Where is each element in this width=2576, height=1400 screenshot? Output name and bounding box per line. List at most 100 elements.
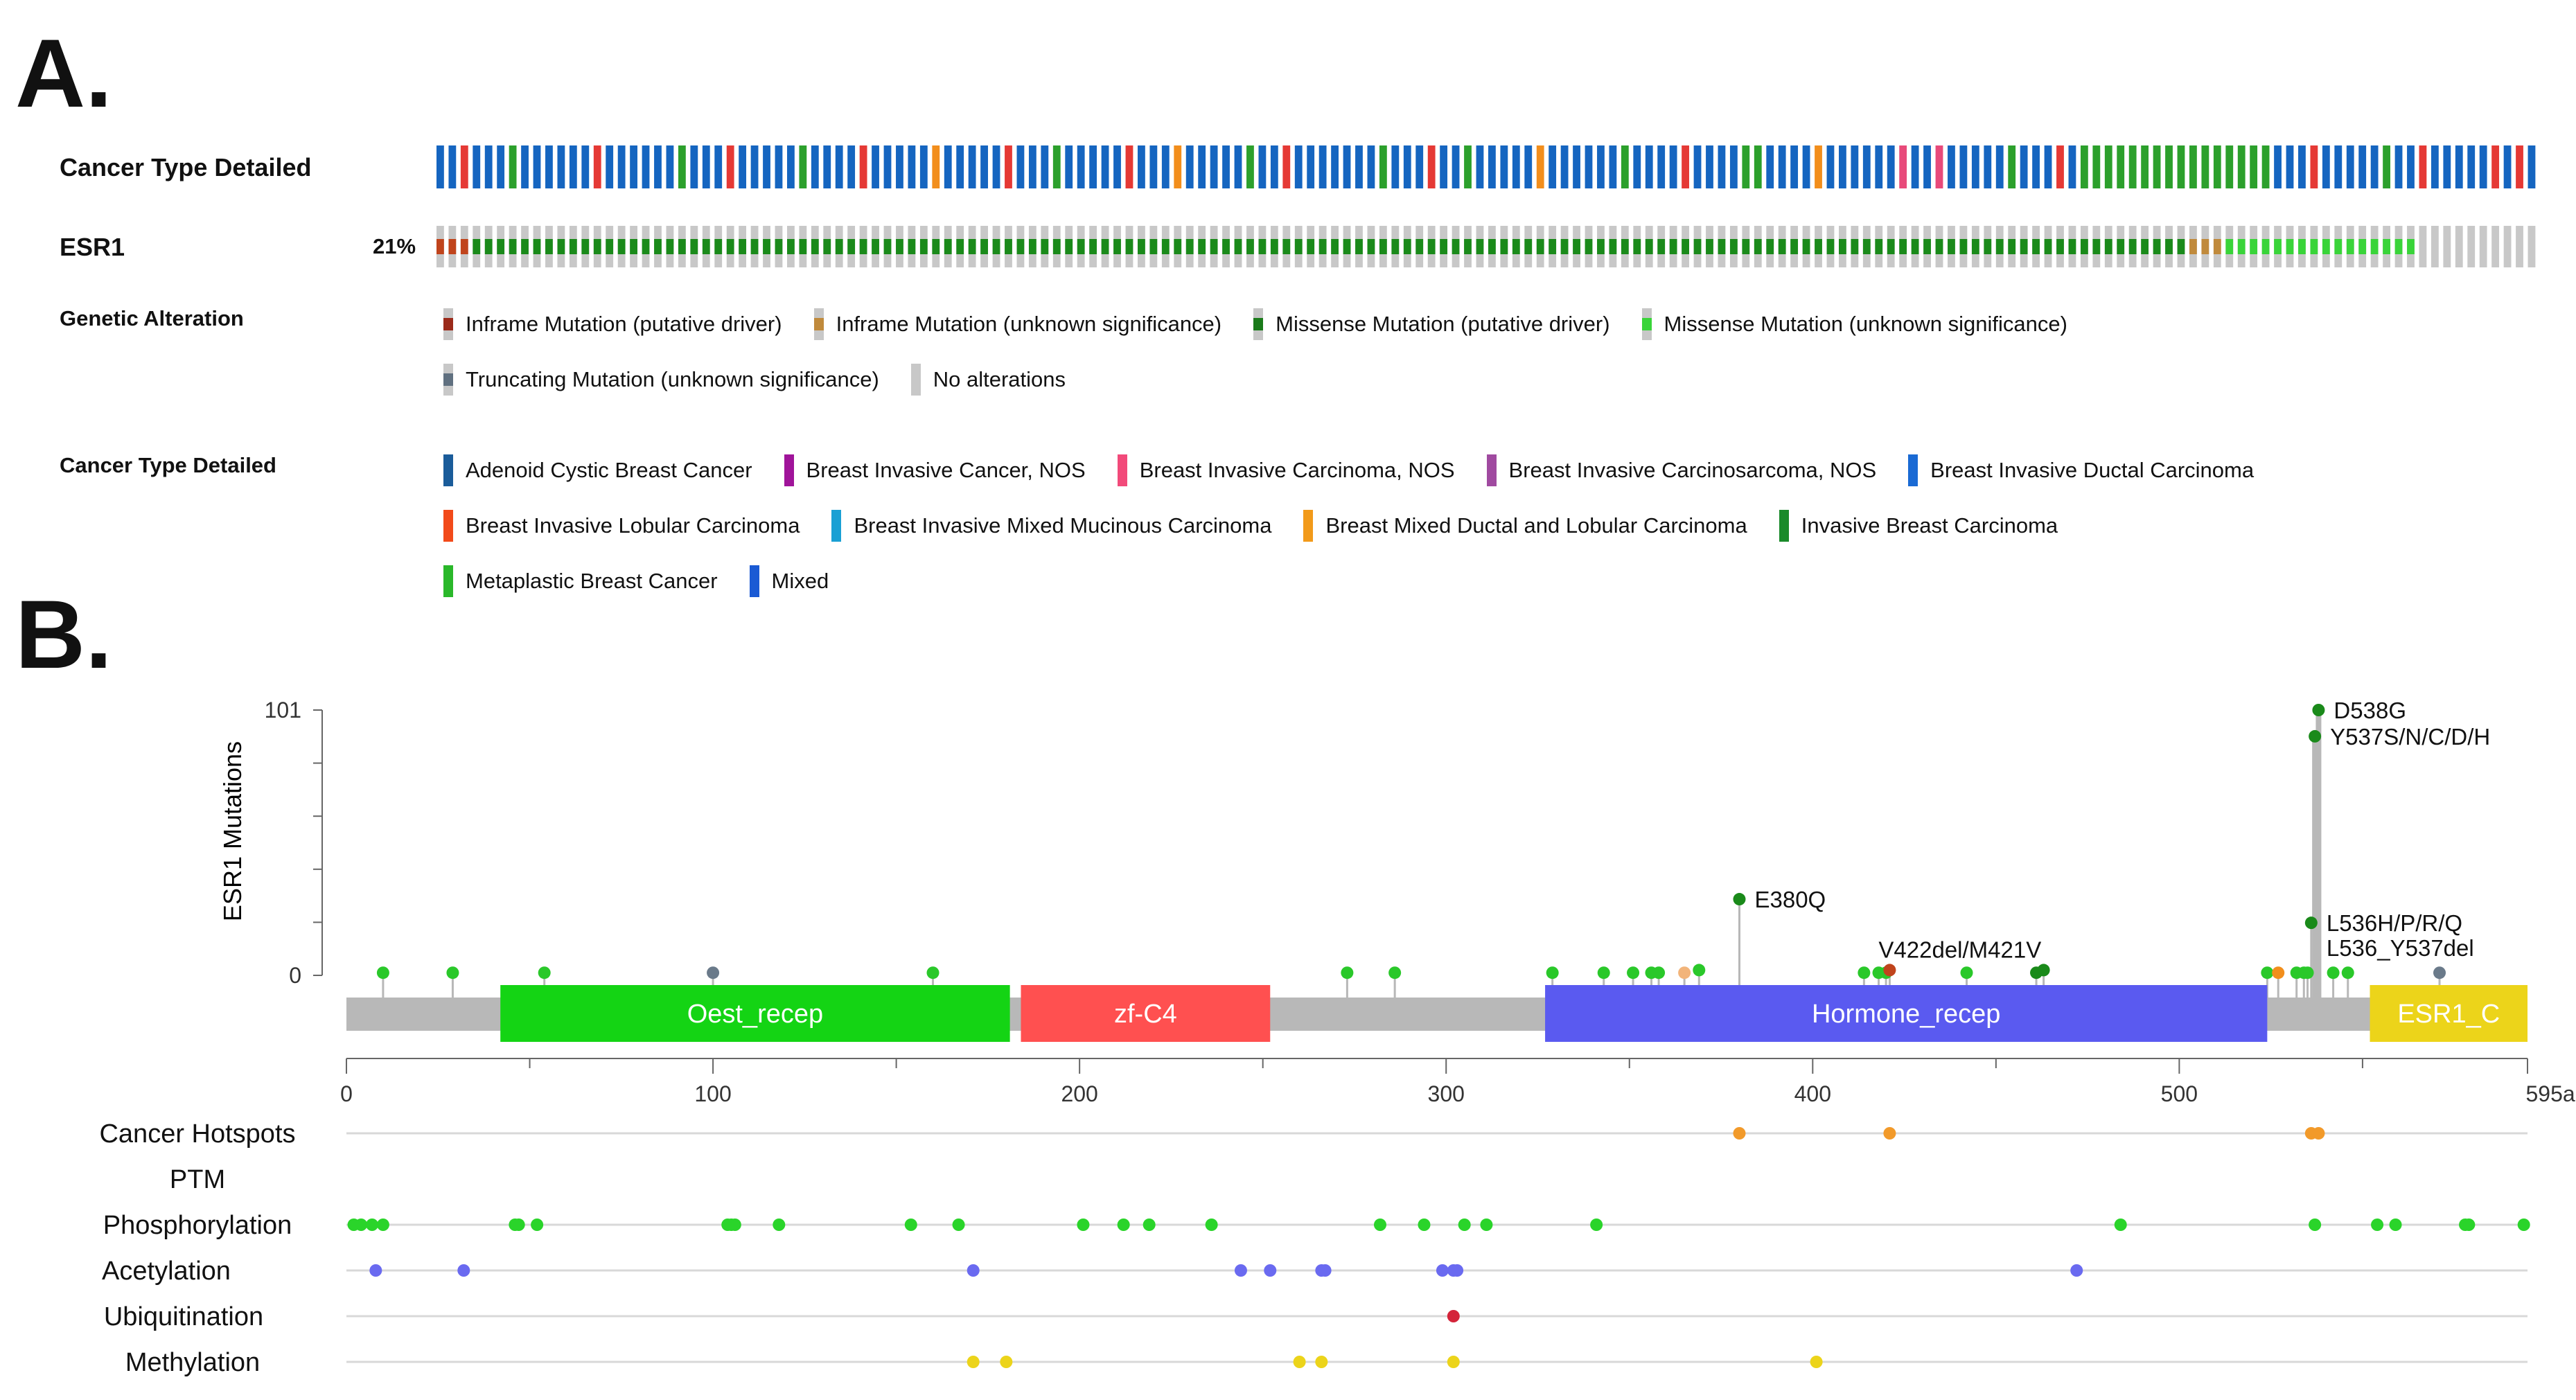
ptm-site-dot[interactable] xyxy=(1205,1219,1218,1231)
lollipop-head[interactable] xyxy=(1733,893,1746,906)
sample-cancer-type-bar xyxy=(1959,145,1968,188)
ptm-site-dot[interactable] xyxy=(1264,1264,1277,1277)
sample-cancer-type-bar xyxy=(2334,145,2343,188)
sample-esr1-mutation xyxy=(1138,239,1145,254)
ptm-site-dot[interactable] xyxy=(2312,1127,2325,1140)
ptm-site-dot[interactable] xyxy=(1590,1219,1603,1231)
lollipop-head[interactable] xyxy=(2309,729,2322,743)
ptm-site-dot[interactable] xyxy=(1480,1219,1493,1231)
ptm-site-dot[interactable] xyxy=(2389,1219,2402,1231)
ptm-site-dot[interactable] xyxy=(1436,1264,1449,1277)
sample-esr1-mutation xyxy=(1065,239,1073,254)
ptm-site-dot[interactable] xyxy=(369,1264,382,1277)
ptm-site-dot[interactable] xyxy=(1458,1219,1471,1231)
ptm-site-dot[interactable] xyxy=(1117,1219,1130,1231)
lollipop-head[interactable] xyxy=(1693,964,1706,977)
lollipop-head[interactable] xyxy=(2312,704,2325,716)
sample-cancer-type-bar xyxy=(1984,145,1992,188)
lollipop-head[interactable] xyxy=(1858,966,1871,980)
ptm-site-dot[interactable] xyxy=(376,1219,389,1231)
lollipop-head[interactable] xyxy=(538,966,551,980)
ptm-site-dot[interactable] xyxy=(355,1219,368,1231)
sample-cancer-type-bar xyxy=(1307,145,1315,188)
lollipop-head[interactable] xyxy=(2272,966,2285,980)
ptm-site-dot[interactable] xyxy=(1451,1264,1464,1277)
ptm-site-dot[interactable] xyxy=(2371,1219,2384,1231)
lollipop-head[interactable] xyxy=(1652,966,1666,980)
lollipop-head[interactable] xyxy=(2304,916,2318,930)
sample-cancer-type-bar xyxy=(823,145,831,188)
sample-esr1-mutation xyxy=(823,239,831,254)
sample-cancer-type-bar xyxy=(1512,145,1520,188)
sample-esr1-mutation xyxy=(1343,239,1351,254)
ptm-site-dot[interactable] xyxy=(1447,1310,1460,1322)
domain-hormone-recep[interactable] xyxy=(1545,985,2268,1042)
ptm-site-dot[interactable] xyxy=(1318,1264,1332,1277)
ptm-site-dot[interactable] xyxy=(952,1219,965,1231)
ptm-site-dot[interactable] xyxy=(2114,1219,2127,1231)
lollipop-head[interactable] xyxy=(2327,966,2340,980)
ptm-site-dot[interactable] xyxy=(2309,1219,2322,1231)
sample-cancer-type-bar xyxy=(1282,145,1291,188)
ptm-site-dot[interactable] xyxy=(773,1219,786,1231)
lollipop-head[interactable] xyxy=(1960,966,1973,980)
sample-esr1-mutation xyxy=(1041,239,1049,254)
ptm-site-dot[interactable] xyxy=(1077,1219,1090,1231)
sample-esr1-cell xyxy=(2467,226,2476,267)
lollipop-head[interactable] xyxy=(707,966,720,980)
lollipop-head[interactable] xyxy=(1597,966,1610,980)
domain-oest-recep[interactable] xyxy=(500,985,1010,1042)
protein-domains: Oest_recep zf-C4 Hormone_recep ESR1_C xyxy=(500,985,2528,1042)
domain-esr1-c[interactable] xyxy=(2370,985,2528,1042)
ptm-site-dot[interactable] xyxy=(1418,1219,1431,1231)
ptm-site-dot[interactable] xyxy=(1733,1127,1746,1140)
lollipop-head[interactable] xyxy=(1883,964,1896,977)
lollipop-head[interactable] xyxy=(2037,964,2050,977)
ptm-site-dot[interactable] xyxy=(2462,1219,2476,1231)
ptm-site-dot[interactable] xyxy=(366,1219,379,1231)
ptm-site-dot[interactable] xyxy=(967,1264,980,1277)
lollipop-head[interactable] xyxy=(1341,966,1354,980)
lollipop-head[interactable] xyxy=(2261,966,2274,980)
sample-cancer-type-bar xyxy=(1839,145,1846,188)
ptm-site-dot[interactable] xyxy=(531,1219,544,1231)
sample-esr1-mutation xyxy=(1077,239,1085,254)
sample-esr1-cell xyxy=(2516,226,2523,267)
ptm-site-dot[interactable] xyxy=(2070,1264,2083,1277)
lollipop-head[interactable] xyxy=(2433,966,2446,980)
lollipop-head[interactable] xyxy=(1678,966,1691,980)
lollipop-head[interactable] xyxy=(1546,966,1559,980)
sample-cancer-type-bar xyxy=(1875,145,1883,188)
sample-esr1-mutation xyxy=(1270,239,1278,254)
lollipop-head[interactable] xyxy=(1388,966,1402,980)
sample-esr1-mutation xyxy=(1984,239,1992,254)
ptm-site-dot[interactable] xyxy=(1447,1356,1460,1368)
domain-zf-c4[interactable] xyxy=(1021,985,1271,1042)
ptm-site-dot[interactable] xyxy=(1000,1356,1013,1368)
ptm-site-dot[interactable] xyxy=(1810,1356,1823,1368)
lollipop-head[interactable] xyxy=(1627,966,1640,980)
mutation-label: L536_Y537del xyxy=(2327,935,2474,961)
sample-esr1-mutation xyxy=(1149,239,1158,254)
lollipop-head[interactable] xyxy=(2341,966,2354,980)
ptm-site-dot[interactable] xyxy=(2517,1219,2530,1231)
ptm-site-dot[interactable] xyxy=(904,1219,917,1231)
ptm-site-dot[interactable] xyxy=(1293,1356,1306,1368)
ptm-site-dot[interactable] xyxy=(1315,1356,1328,1368)
ptm-site-dot[interactable] xyxy=(457,1264,470,1277)
lollipop-head[interactable] xyxy=(2301,966,2314,980)
ptm-site-dot[interactable] xyxy=(1234,1264,1247,1277)
sample-esr1-mutation xyxy=(726,239,734,254)
lollipop-head[interactable] xyxy=(446,966,459,980)
lollipop-head[interactable] xyxy=(376,966,389,980)
sample-esr1-mutation xyxy=(1440,239,1448,254)
sample-esr1-mutation xyxy=(1210,239,1218,254)
ptm-site-dot[interactable] xyxy=(967,1356,980,1368)
ptm-site-dot[interactable] xyxy=(1143,1219,1156,1231)
ptm-site-dot[interactable] xyxy=(512,1219,525,1231)
ptm-site-dot[interactable] xyxy=(1373,1219,1386,1231)
ptm-site-dot[interactable] xyxy=(1883,1127,1896,1140)
ptm-site-dot[interactable] xyxy=(728,1219,741,1231)
sample-esr1-mutation xyxy=(1161,239,1170,254)
lollipop-head[interactable] xyxy=(926,966,939,980)
